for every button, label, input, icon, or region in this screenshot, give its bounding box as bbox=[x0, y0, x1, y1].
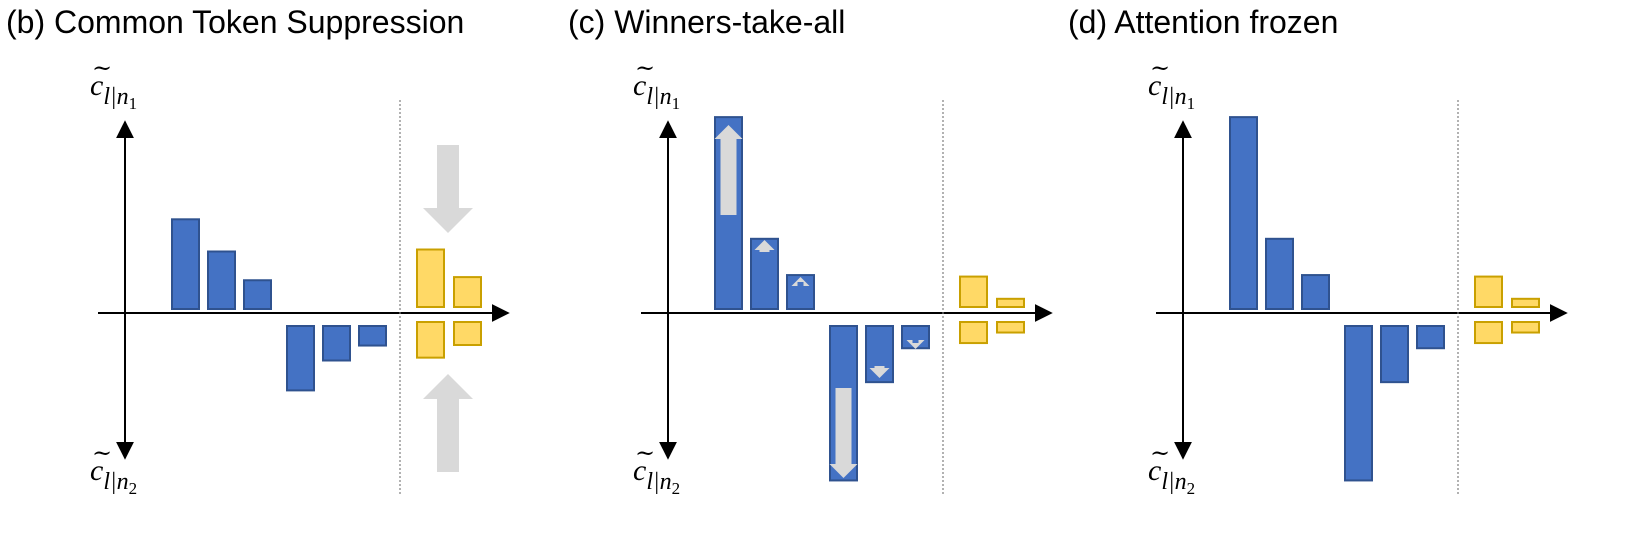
amplify-arrow-down bbox=[829, 388, 858, 478]
bar-blue-down bbox=[1344, 325, 1373, 482]
amplify-arrow-up bbox=[791, 277, 810, 286]
amplify-arrow-down bbox=[869, 366, 890, 378]
y-top-label-tilde: ~ bbox=[635, 54, 655, 82]
y-top-label-tilde: ~ bbox=[1150, 54, 1170, 82]
y-bottom-label: cl|n2 bbox=[633, 454, 680, 498]
amplify-arrow-up bbox=[714, 125, 743, 215]
amplify-arrow-up bbox=[754, 240, 775, 252]
bar-yellow-up bbox=[1511, 297, 1540, 308]
bar-yellow-up bbox=[996, 297, 1025, 308]
bar-yellow-up bbox=[959, 275, 988, 308]
bar-yellow-up bbox=[416, 248, 445, 308]
bar-blue-up bbox=[1301, 274, 1330, 311]
suppress-arrow-down bbox=[423, 145, 473, 233]
panel-title-c: (c) Winners-take-all bbox=[568, 4, 846, 40]
bar-yellow-down bbox=[1474, 321, 1503, 345]
bar-blue-down bbox=[358, 325, 387, 347]
y-bottom-label-tilde: ~ bbox=[635, 439, 655, 467]
suppress-arrow-up bbox=[423, 374, 473, 472]
bar-blue-down bbox=[322, 325, 351, 362]
y-top-label: cl|n1 bbox=[1148, 69, 1195, 113]
y-top-label: cl|n1 bbox=[90, 69, 137, 113]
y-bottom-label: cl|n2 bbox=[1148, 454, 1195, 498]
bar-blue-up bbox=[171, 218, 200, 310]
bar-yellow-down bbox=[996, 321, 1025, 334]
bar-blue-down bbox=[1416, 325, 1445, 350]
bar-yellow-down bbox=[1511, 321, 1540, 334]
bar-yellow-down bbox=[959, 321, 988, 345]
amplify-arrow-down bbox=[906, 340, 925, 349]
bar-blue-down bbox=[1380, 325, 1409, 384]
bar-blue-up bbox=[207, 250, 236, 310]
y-bottom-label-tilde: ~ bbox=[1150, 439, 1170, 467]
bar-blue-down bbox=[286, 325, 315, 392]
bar-yellow-down bbox=[416, 321, 445, 359]
y-top-label: cl|n1 bbox=[633, 69, 680, 113]
panel-title-b: (b) Common Token Suppression bbox=[6, 4, 465, 40]
y-top-label-tilde: ~ bbox=[92, 54, 112, 82]
bar-blue-up bbox=[1229, 116, 1258, 311]
y-bottom-label-tilde: ~ bbox=[92, 439, 112, 467]
y-bottom-label: cl|n2 bbox=[90, 454, 137, 498]
bar-yellow-up bbox=[1474, 275, 1503, 308]
bar-blue-up bbox=[243, 279, 272, 310]
bar-blue-up bbox=[1265, 237, 1294, 310]
panel-title-d: (d) Attention frozen bbox=[1068, 4, 1339, 40]
bar-yellow-up bbox=[453, 276, 482, 309]
bar-yellow-down bbox=[453, 321, 482, 346]
